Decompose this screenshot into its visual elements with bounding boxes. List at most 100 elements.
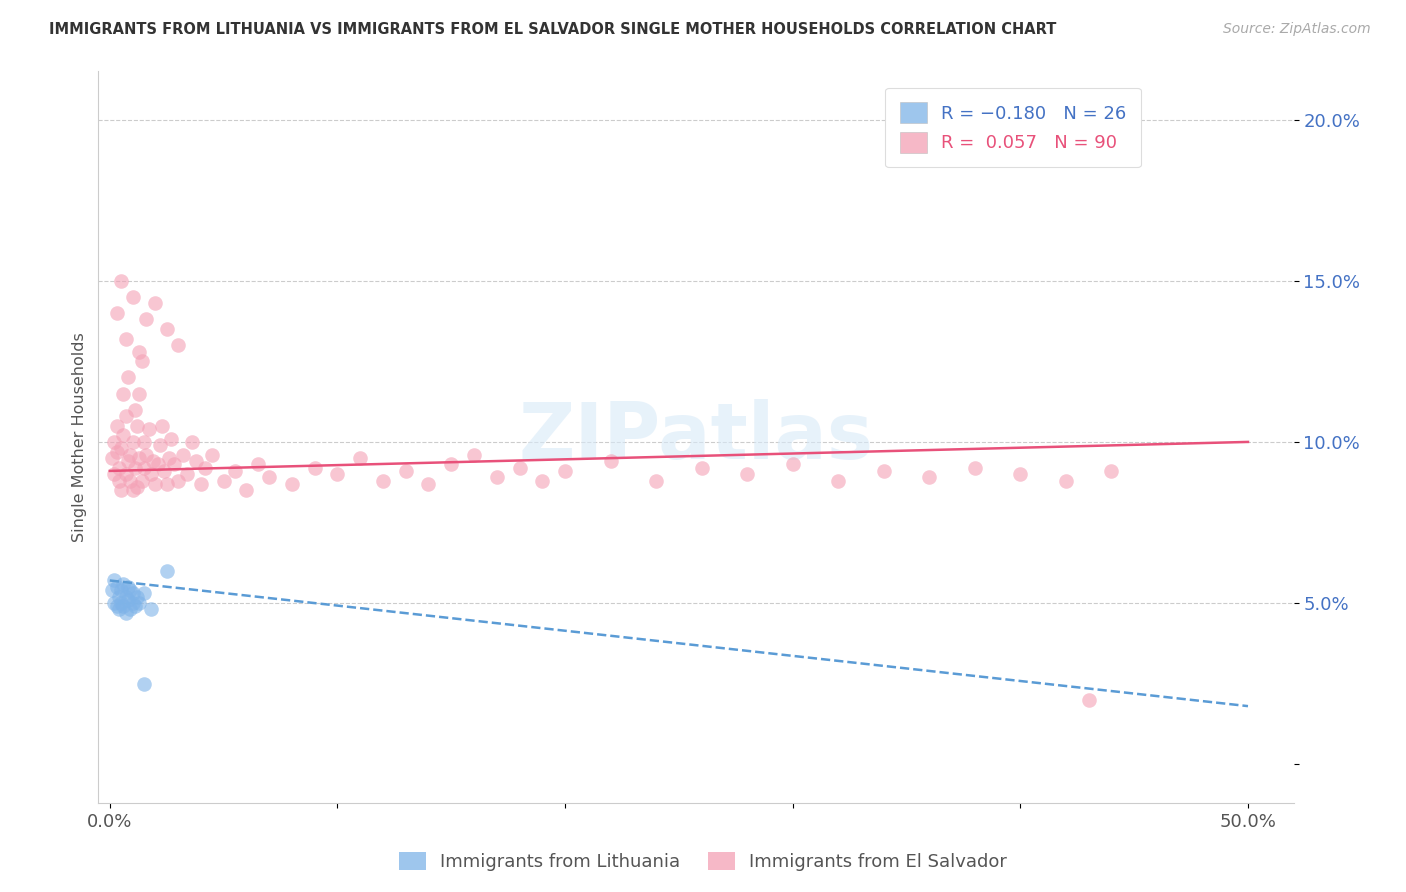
Point bbox=[142, 454, 165, 468]
Point bbox=[463, 448, 485, 462]
Point bbox=[138, 422, 160, 436]
Text: Source: ZipAtlas.com: Source: ZipAtlas.com bbox=[1223, 22, 1371, 37]
Point bbox=[132, 676, 155, 690]
Point bbox=[149, 438, 172, 452]
Point bbox=[212, 474, 235, 488]
Point bbox=[127, 480, 149, 494]
Point bbox=[167, 474, 190, 488]
Legend: R = −0.180   N = 26, R =  0.057   N = 90: R = −0.180 N = 26, R = 0.057 N = 90 bbox=[886, 87, 1142, 168]
Point bbox=[124, 599, 146, 614]
Point bbox=[128, 450, 150, 465]
Point bbox=[103, 434, 125, 449]
Point bbox=[157, 450, 180, 465]
Point bbox=[103, 596, 125, 610]
Point bbox=[105, 444, 128, 458]
Point bbox=[131, 354, 153, 368]
Point bbox=[1010, 467, 1032, 482]
Point bbox=[782, 458, 804, 472]
Point bbox=[132, 434, 155, 449]
Point bbox=[132, 460, 155, 475]
Text: ZIPatlas: ZIPatlas bbox=[519, 399, 873, 475]
Point bbox=[108, 590, 131, 604]
Text: IMMIGRANTS FROM LITHUANIA VS IMMIGRANTS FROM EL SALVADOR SINGLE MOTHER HOUSEHOLD: IMMIGRANTS FROM LITHUANIA VS IMMIGRANTS … bbox=[49, 22, 1056, 37]
Point bbox=[418, 476, 440, 491]
Point bbox=[190, 476, 212, 491]
Point bbox=[827, 474, 849, 488]
Point bbox=[554, 464, 576, 478]
Point bbox=[112, 428, 135, 442]
Point bbox=[246, 458, 269, 472]
Point bbox=[101, 583, 124, 598]
Point bbox=[509, 460, 531, 475]
Point bbox=[110, 583, 132, 598]
Point bbox=[1099, 464, 1122, 478]
Point bbox=[180, 434, 202, 449]
Point bbox=[120, 583, 142, 598]
Point bbox=[257, 470, 280, 484]
Point bbox=[156, 564, 179, 578]
Point bbox=[110, 274, 132, 288]
Point bbox=[186, 454, 208, 468]
Point bbox=[132, 586, 155, 600]
Point bbox=[110, 483, 132, 498]
Point bbox=[121, 586, 143, 600]
Point bbox=[121, 434, 143, 449]
Point bbox=[153, 464, 176, 478]
Point bbox=[194, 460, 217, 475]
Point bbox=[110, 596, 132, 610]
Point bbox=[112, 576, 135, 591]
Point bbox=[485, 470, 508, 484]
Legend: Immigrants from Lithuania, Immigrants from El Salvador: Immigrants from Lithuania, Immigrants fr… bbox=[392, 845, 1014, 879]
Point bbox=[112, 599, 135, 614]
Point bbox=[735, 467, 758, 482]
Point bbox=[135, 312, 157, 326]
Point bbox=[121, 596, 143, 610]
Point bbox=[162, 458, 184, 472]
Point bbox=[201, 448, 224, 462]
Point bbox=[690, 460, 713, 475]
Point bbox=[121, 483, 143, 498]
Point bbox=[156, 322, 179, 336]
Point bbox=[128, 386, 150, 401]
Point bbox=[139, 602, 162, 616]
Point bbox=[114, 409, 136, 424]
Point bbox=[117, 580, 139, 594]
Point bbox=[108, 474, 131, 488]
Point bbox=[135, 448, 157, 462]
Point bbox=[112, 386, 135, 401]
Point bbox=[124, 402, 146, 417]
Point bbox=[963, 460, 986, 475]
Point bbox=[1077, 692, 1099, 706]
Point bbox=[114, 467, 136, 482]
Point bbox=[176, 467, 198, 482]
Point bbox=[1054, 474, 1077, 488]
Point bbox=[349, 450, 371, 465]
Point bbox=[224, 464, 246, 478]
Point bbox=[105, 306, 128, 320]
Point bbox=[120, 602, 142, 616]
Point bbox=[114, 332, 136, 346]
Point bbox=[124, 460, 146, 475]
Point bbox=[395, 464, 418, 478]
Point bbox=[160, 432, 183, 446]
Point bbox=[105, 580, 128, 594]
Point bbox=[103, 467, 125, 482]
Point bbox=[139, 467, 162, 482]
Point bbox=[105, 599, 128, 614]
Point bbox=[108, 602, 131, 616]
Point bbox=[531, 474, 554, 488]
Point bbox=[146, 458, 169, 472]
Point bbox=[599, 454, 621, 468]
Point bbox=[143, 476, 166, 491]
Point bbox=[128, 596, 150, 610]
Point bbox=[131, 474, 153, 488]
Point bbox=[918, 470, 941, 484]
Point bbox=[120, 448, 142, 462]
Point bbox=[281, 476, 304, 491]
Point bbox=[304, 460, 326, 475]
Point bbox=[121, 290, 143, 304]
Point bbox=[326, 467, 349, 482]
Point bbox=[114, 606, 136, 620]
Point bbox=[114, 590, 136, 604]
Point bbox=[143, 296, 166, 310]
